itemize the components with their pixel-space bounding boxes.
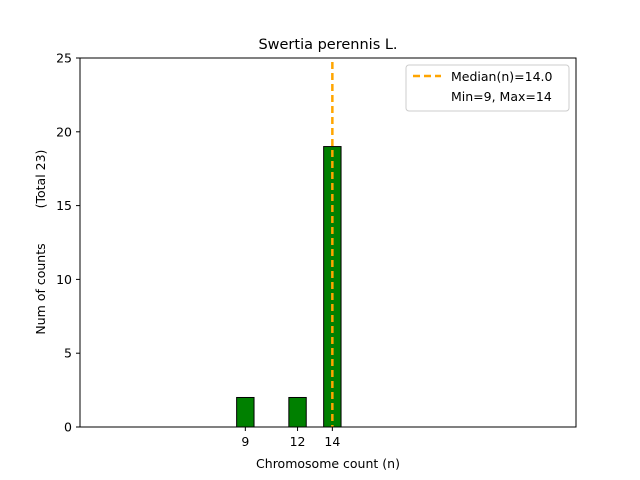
y-tick-label-15: 15 [56, 198, 72, 213]
x-tick-label-9: 9 [241, 434, 249, 449]
x-tick-label-12: 12 [290, 434, 306, 449]
y-tick-label-25: 25 [56, 51, 72, 66]
legend-entry-median: Median(n)=14.0 [451, 69, 552, 84]
legend: Median(n)=14.0 Min=9, Max=14 [405, 64, 570, 112]
y-tick-label-20: 20 [56, 124, 72, 139]
legend-frame [405, 64, 570, 112]
axes-frame [79, 57, 577, 428]
x-axis-label: Chromosome count (n) [256, 456, 400, 471]
bar-12 [288, 396, 307, 428]
y-tick-label-0: 0 [64, 420, 72, 435]
legend-entry-minmax: Min=9, Max=14 [451, 89, 552, 104]
y-axis-total-label: (Total 23) [33, 150, 48, 209]
plot-area: 0 5 10 15 20 25 9 12 14 [56, 51, 577, 449]
x-tick-label-14: 14 [324, 434, 340, 449]
bar-9 [236, 396, 255, 428]
y-tick-label-5: 5 [64, 346, 72, 361]
y-axis-label: Num of counts [33, 243, 48, 334]
chart-title: Swertia perennis L. [258, 37, 397, 53]
y-tick-label-10: 10 [56, 272, 72, 287]
